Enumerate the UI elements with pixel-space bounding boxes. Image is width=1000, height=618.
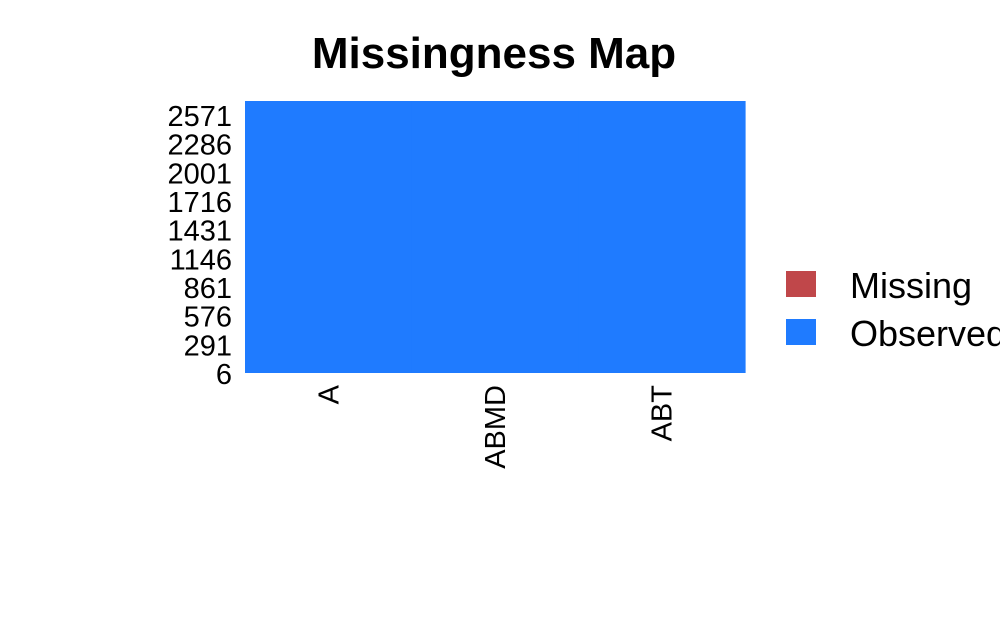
x-tick-label-a: A bbox=[313, 384, 345, 404]
heatmap-cell-a bbox=[245, 101, 413, 373]
legend-swatch-observed bbox=[786, 319, 816, 345]
x-tick-label-abmd: ABMD bbox=[480, 385, 512, 469]
x-tick-label-abt: ABT bbox=[647, 385, 679, 442]
y-tick-label: 2001 bbox=[167, 158, 232, 190]
heatmap-cells bbox=[245, 101, 746, 373]
y-tick-label: 1716 bbox=[167, 187, 232, 219]
legend-swatch-missing bbox=[786, 271, 816, 297]
legend: Missing Observed bbox=[786, 265, 1000, 354]
y-tick-label: 2286 bbox=[167, 130, 232, 162]
heatmap-cell-abmd bbox=[411, 101, 579, 373]
y-tick-label: 1431 bbox=[167, 216, 232, 248]
legend-label-observed: Observed bbox=[850, 313, 1000, 354]
x-axis-tick-labels: A ABMD ABT bbox=[313, 384, 678, 468]
y-tick-label: 576 bbox=[184, 302, 232, 334]
y-tick-label: 1146 bbox=[170, 244, 232, 276]
y-tick-label: 2571 bbox=[167, 101, 232, 133]
heatmap-cell-abt bbox=[578, 101, 746, 373]
legend-label-missing: Missing bbox=[850, 265, 972, 306]
y-tick-label: 861 bbox=[184, 273, 232, 305]
y-tick-label: 291 bbox=[184, 330, 232, 362]
chart-title: Missingness Map bbox=[312, 29, 676, 78]
y-tick-label: 6 bbox=[216, 359, 232, 391]
